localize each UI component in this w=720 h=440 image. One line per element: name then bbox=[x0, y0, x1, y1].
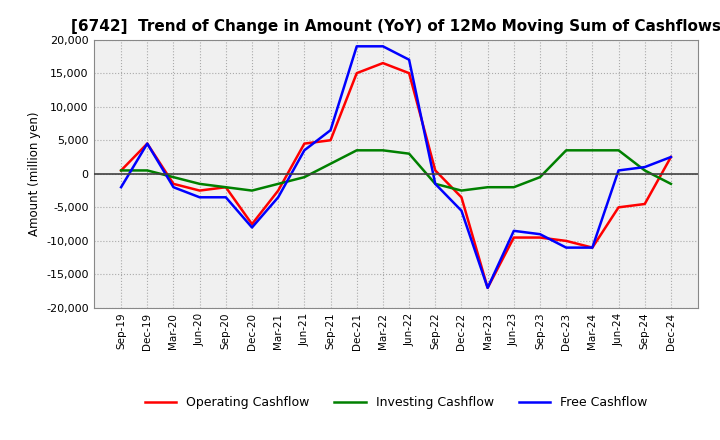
Free Cashflow bbox=[562, 245, 570, 250]
Operating Cashflow bbox=[143, 141, 152, 146]
Free Cashflow bbox=[405, 57, 413, 62]
Free Cashflow bbox=[222, 194, 230, 200]
Free Cashflow bbox=[667, 154, 675, 160]
Operating Cashflow bbox=[562, 238, 570, 244]
Operating Cashflow bbox=[483, 285, 492, 290]
Free Cashflow bbox=[431, 181, 440, 187]
Investing Cashflow bbox=[352, 148, 361, 153]
Title: [6742]  Trend of Change in Amount (YoY) of 12Mo Moving Sum of Cashflows: [6742] Trend of Change in Amount (YoY) o… bbox=[71, 19, 720, 34]
Operating Cashflow bbox=[379, 60, 387, 66]
Investing Cashflow bbox=[405, 151, 413, 156]
Operating Cashflow bbox=[431, 168, 440, 173]
Investing Cashflow bbox=[117, 168, 125, 173]
Operating Cashflow bbox=[352, 70, 361, 76]
Investing Cashflow bbox=[248, 188, 256, 193]
Free Cashflow bbox=[510, 228, 518, 234]
Free Cashflow bbox=[457, 208, 466, 213]
Legend: Operating Cashflow, Investing Cashflow, Free Cashflow: Operating Cashflow, Investing Cashflow, … bbox=[140, 392, 652, 414]
Free Cashflow bbox=[117, 185, 125, 190]
Investing Cashflow bbox=[588, 148, 597, 153]
Free Cashflow bbox=[352, 44, 361, 49]
Investing Cashflow bbox=[562, 148, 570, 153]
Free Cashflow bbox=[274, 194, 282, 200]
Investing Cashflow bbox=[169, 175, 178, 180]
Free Cashflow bbox=[614, 168, 623, 173]
Line: Operating Cashflow: Operating Cashflow bbox=[121, 63, 671, 288]
Operating Cashflow bbox=[614, 205, 623, 210]
Operating Cashflow bbox=[510, 235, 518, 240]
Investing Cashflow bbox=[143, 168, 152, 173]
Free Cashflow bbox=[588, 245, 597, 250]
Free Cashflow bbox=[326, 128, 335, 133]
Investing Cashflow bbox=[274, 181, 282, 187]
Operating Cashflow bbox=[457, 194, 466, 200]
Investing Cashflow bbox=[300, 175, 309, 180]
Operating Cashflow bbox=[588, 245, 597, 250]
Free Cashflow bbox=[640, 165, 649, 170]
Operating Cashflow bbox=[195, 188, 204, 193]
Line: Investing Cashflow: Investing Cashflow bbox=[121, 150, 671, 191]
Investing Cashflow bbox=[510, 185, 518, 190]
Investing Cashflow bbox=[536, 175, 544, 180]
Line: Free Cashflow: Free Cashflow bbox=[121, 46, 671, 288]
Free Cashflow bbox=[483, 285, 492, 290]
Free Cashflow bbox=[195, 194, 204, 200]
Operating Cashflow bbox=[300, 141, 309, 146]
Y-axis label: Amount (million yen): Amount (million yen) bbox=[27, 112, 40, 236]
Operating Cashflow bbox=[640, 202, 649, 207]
Investing Cashflow bbox=[326, 161, 335, 166]
Operating Cashflow bbox=[117, 168, 125, 173]
Investing Cashflow bbox=[483, 185, 492, 190]
Operating Cashflow bbox=[536, 235, 544, 240]
Free Cashflow bbox=[379, 44, 387, 49]
Free Cashflow bbox=[169, 185, 178, 190]
Operating Cashflow bbox=[405, 70, 413, 76]
Free Cashflow bbox=[248, 225, 256, 230]
Investing Cashflow bbox=[614, 148, 623, 153]
Operating Cashflow bbox=[667, 154, 675, 160]
Operating Cashflow bbox=[169, 181, 178, 187]
Free Cashflow bbox=[536, 231, 544, 237]
Investing Cashflow bbox=[431, 181, 440, 187]
Free Cashflow bbox=[143, 141, 152, 146]
Operating Cashflow bbox=[326, 138, 335, 143]
Investing Cashflow bbox=[457, 188, 466, 193]
Investing Cashflow bbox=[222, 185, 230, 190]
Operating Cashflow bbox=[248, 221, 256, 227]
Investing Cashflow bbox=[667, 181, 675, 187]
Investing Cashflow bbox=[195, 181, 204, 187]
Free Cashflow bbox=[300, 148, 309, 153]
Operating Cashflow bbox=[222, 185, 230, 190]
Operating Cashflow bbox=[274, 188, 282, 193]
Investing Cashflow bbox=[379, 148, 387, 153]
Investing Cashflow bbox=[640, 168, 649, 173]
